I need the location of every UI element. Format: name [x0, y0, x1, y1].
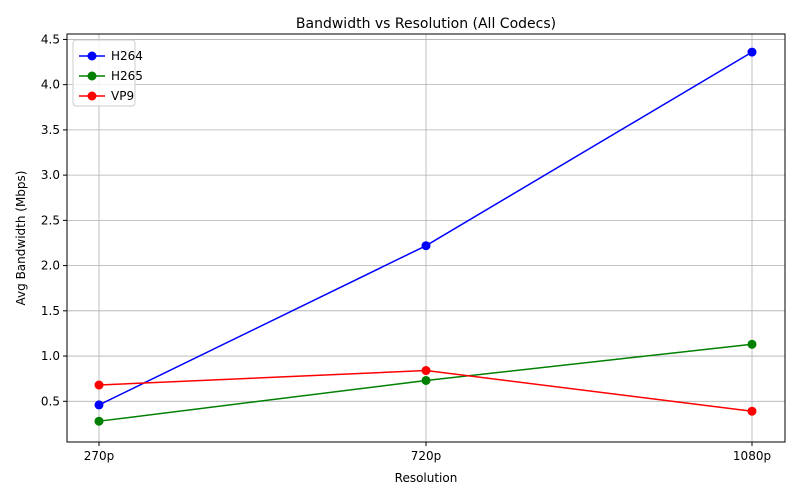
x-axis-label: Resolution: [395, 471, 458, 485]
tick-layer: 270p 720p 1080p 0.5 1.0 1.5 2.0 2.5 3.0 3.5 4.0 4.5: [41, 32, 771, 463]
y-tick-label: 2.5: [41, 213, 60, 227]
y-tick-label: 2.0: [41, 259, 60, 273]
series-layer: [94, 47, 757, 426]
data-point-h264: [421, 241, 431, 251]
x-tick-label: 270p: [84, 449, 115, 463]
legend-label-h264: H264: [111, 49, 143, 63]
chart-title: Bandwidth vs Resolution (All Codecs): [296, 16, 556, 32]
data-point-h264: [94, 400, 104, 410]
y-tick-label: 0.5: [41, 394, 60, 408]
y-tick-label: 3.0: [41, 168, 60, 182]
legend-label-h265: H265: [111, 69, 143, 83]
grid-lines: [67, 34, 785, 442]
legend-marker-vp9: [87, 91, 97, 101]
legend-label-vp9: VP9: [111, 89, 134, 103]
legend: H264 H265 VP9: [72, 39, 143, 107]
data-point-h265: [421, 375, 431, 385]
data-point-vp9: [421, 366, 431, 376]
y-axis-label: Avg Bandwidth (Mbps): [14, 171, 28, 306]
data-point-h265: [747, 339, 757, 349]
y-tick-label: 4.5: [41, 32, 60, 46]
y-tick-label: 1.5: [41, 304, 60, 318]
y-tick-label: 1.0: [41, 349, 60, 363]
y-tick-label: 4.0: [41, 78, 60, 92]
legend-marker-h265: [87, 71, 97, 81]
data-point-vp9: [747, 406, 757, 416]
x-tick-label: 1080p: [733, 449, 771, 463]
series-line-h264: [98, 51, 753, 406]
x-tick-label: 720p: [411, 449, 442, 463]
data-point-vp9: [94, 380, 104, 390]
data-point-h265: [94, 416, 104, 426]
y-tick-label: 3.5: [41, 123, 60, 137]
data-point-h264: [747, 47, 757, 57]
legend-marker-h264: [87, 51, 97, 61]
